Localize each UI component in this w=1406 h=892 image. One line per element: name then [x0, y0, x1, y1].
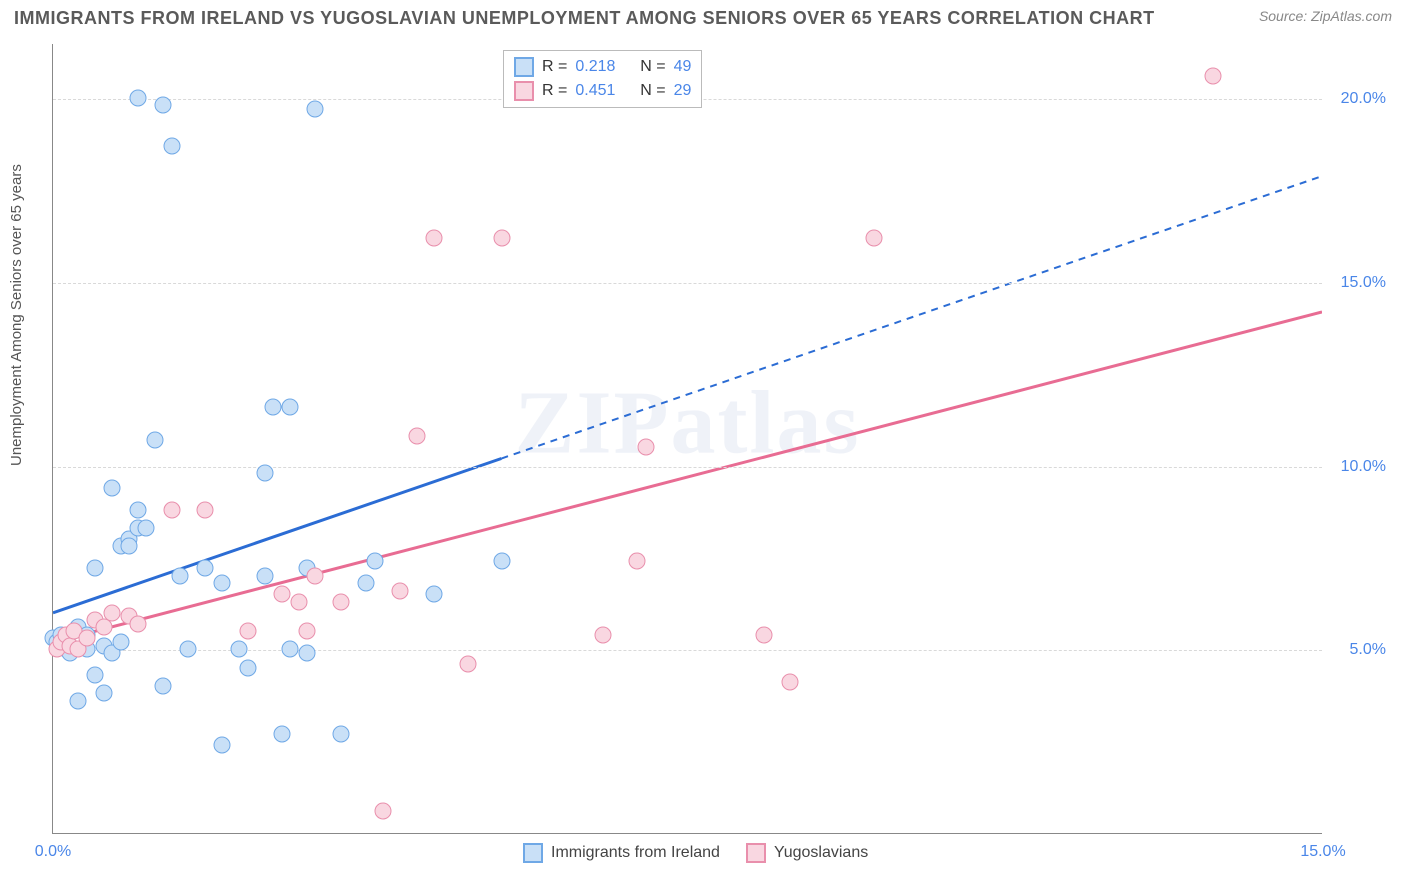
source-attribution: Source: ZipAtlas.com	[1259, 8, 1392, 24]
data-point	[756, 626, 773, 643]
y-axis-label: Unemployment Among Seniors over 65 years	[8, 164, 25, 466]
data-point	[332, 725, 349, 742]
data-point	[70, 692, 87, 709]
data-point	[265, 398, 282, 415]
x-tick-label: 15.0%	[1300, 843, 1345, 861]
legend-n-label: N =	[640, 79, 665, 103]
data-point	[163, 501, 180, 518]
chart-title: IMMIGRANTS FROM IRELAND VS YUGOSLAVIAN U…	[14, 8, 1155, 29]
data-point	[256, 464, 273, 481]
data-point	[273, 725, 290, 742]
data-point	[87, 667, 104, 684]
data-point	[197, 560, 214, 577]
data-point	[409, 428, 426, 445]
legend-n-value-1: 29	[674, 79, 692, 103]
legend-swatch-0	[514, 57, 534, 77]
data-point	[629, 553, 646, 570]
data-point	[273, 586, 290, 603]
data-point	[426, 586, 443, 603]
y-tick-label: 10.0%	[1341, 458, 1386, 476]
legend-r-value-1: 0.451	[575, 79, 615, 103]
gridline	[53, 467, 1322, 468]
legend-swatch-bottom-1	[746, 843, 766, 863]
y-tick-label: 15.0%	[1341, 274, 1386, 292]
data-point	[180, 641, 197, 658]
data-point	[231, 641, 248, 658]
data-point	[781, 674, 798, 691]
data-point	[299, 622, 316, 639]
data-point	[129, 615, 146, 632]
data-point	[146, 431, 163, 448]
data-point	[307, 567, 324, 584]
data-point	[459, 655, 476, 672]
data-point	[595, 626, 612, 643]
data-point	[493, 229, 510, 246]
data-point	[95, 619, 112, 636]
data-point	[256, 567, 273, 584]
data-point	[239, 659, 256, 676]
data-point	[138, 520, 155, 537]
data-point	[129, 501, 146, 518]
data-point	[637, 439, 654, 456]
gridline	[53, 283, 1322, 284]
data-point	[307, 101, 324, 118]
chart-area: Unemployment Among Seniors over 65 years…	[0, 36, 1406, 892]
data-point	[155, 97, 172, 114]
data-point	[1204, 68, 1221, 85]
legend-n-label: N =	[640, 55, 665, 79]
legend-label-1: Yugoslavians	[774, 844, 868, 862]
legend-r-label: R =	[542, 55, 567, 79]
data-point	[112, 633, 129, 650]
data-point	[121, 538, 138, 555]
legend-item-0: Immigrants from Ireland	[523, 843, 720, 863]
y-tick-label: 5.0%	[1350, 641, 1386, 659]
legend-r-label: R =	[542, 79, 567, 103]
data-point	[375, 802, 392, 819]
x-tick-label: 0.0%	[35, 843, 71, 861]
scatter-plot: ZIPatlas R = 0.218 N = 49 R = 0.451 N = …	[52, 44, 1322, 834]
data-point	[282, 398, 299, 415]
stats-row-0: R = 0.218 N = 49	[514, 55, 691, 79]
legend-r-value-0: 0.218	[575, 55, 615, 79]
trend-lines	[53, 44, 1322, 833]
legend-n-value-0: 49	[674, 55, 692, 79]
series-legend: Immigrants from Ireland Yugoslavians	[523, 843, 868, 863]
legend-swatch-1	[514, 81, 534, 101]
data-point	[95, 685, 112, 702]
data-point	[392, 582, 409, 599]
data-point	[197, 501, 214, 518]
legend-item-1: Yugoslavians	[746, 843, 868, 863]
data-point	[172, 567, 189, 584]
data-point	[332, 593, 349, 610]
watermark: ZIPatlas	[514, 371, 860, 474]
data-point	[493, 553, 510, 570]
data-point	[87, 560, 104, 577]
legend-swatch-bottom-0	[523, 843, 543, 863]
data-point	[78, 630, 95, 647]
data-point	[290, 593, 307, 610]
data-point	[214, 736, 231, 753]
data-point	[239, 622, 256, 639]
data-point	[155, 678, 172, 695]
stats-legend: R = 0.218 N = 49 R = 0.451 N = 29	[503, 50, 702, 108]
data-point	[366, 553, 383, 570]
data-point	[358, 575, 375, 592]
data-point	[866, 229, 883, 246]
legend-label-0: Immigrants from Ireland	[551, 844, 720, 862]
data-point	[426, 229, 443, 246]
data-point	[282, 641, 299, 658]
data-point	[214, 575, 231, 592]
data-point	[163, 137, 180, 154]
y-tick-label: 20.0%	[1341, 90, 1386, 108]
data-point	[129, 90, 146, 107]
stats-row-1: R = 0.451 N = 29	[514, 79, 691, 103]
data-point	[299, 644, 316, 661]
data-point	[104, 604, 121, 621]
data-point	[104, 479, 121, 496]
